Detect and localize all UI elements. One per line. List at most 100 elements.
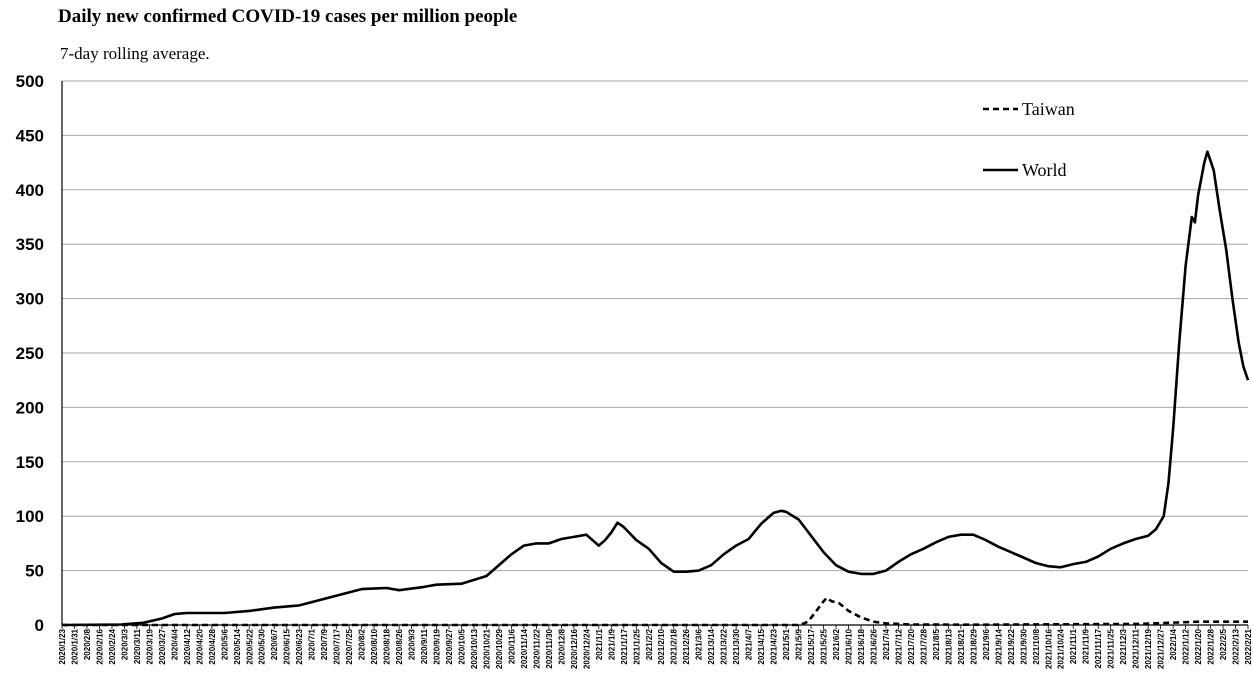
y-tick-label: 250 (16, 344, 44, 363)
x-tick-label: 2021/2/2 (645, 628, 654, 660)
x-tick-label: 2021/3/6 (695, 628, 704, 660)
x-tick-label: 2021/9/30 (1019, 628, 1028, 664)
x-tick-label: 2021/3/14 (707, 628, 716, 664)
x-tick-label: 2020/3/11 (133, 628, 142, 664)
x-axis: 2020/1/23 2020/1/31 2020/2/8 2020/2/16 2020/… (58, 624, 1253, 669)
x-tick-label: 2020/4/28 (208, 628, 217, 664)
y-tick-label: 400 (16, 181, 44, 200)
series-line-taiwan (62, 596, 1248, 627)
x-tick-label: 2020/5/6 (220, 628, 229, 660)
x-tick-label: 2020/12/24 (582, 628, 591, 669)
legend: Taiwan World (983, 99, 1075, 180)
x-tick-label: 2021/8/21 (957, 628, 966, 664)
x-tick-label: 2022/1/20 (1194, 628, 1203, 664)
x-tick-label: 2021/9/6 (982, 628, 991, 660)
x-tick-label: 2021/8/13 (944, 628, 953, 664)
y-tick-label: 50 (25, 562, 44, 581)
x-tick-label: 2020/9/19 (433, 628, 442, 664)
x-tick-label: 2021/8/29 (969, 628, 978, 664)
x-tick-label: 2020/7/9 (320, 628, 329, 660)
x-tick-label: 2020/9/27 (445, 628, 454, 664)
x-tick-label: 2020/3/19 (145, 628, 154, 664)
x-tick-label: 2020/1/23 (58, 628, 67, 664)
x-tick-label: 2021/3/30 (732, 628, 741, 664)
x-tick-label: 2020/11/22 (532, 628, 541, 668)
x-tick-label: 2021/10/16 (1044, 628, 1053, 669)
x-tick-label: 2022/2/21 (1244, 628, 1253, 664)
x-tick-label: 2022/1/28 (1207, 628, 1216, 664)
x-tick-label: 2021/1/25 (632, 628, 641, 664)
x-tick-label: 2021/10/24 (1057, 628, 1066, 669)
x-tick-label: 2020/8/10 (370, 628, 379, 664)
x-tick-label: 2021/2/10 (657, 628, 666, 664)
x-tick-label: 2021/6/26 (869, 628, 878, 664)
x-tick-label: 2020/3/3 (120, 628, 129, 660)
x-tick-label: 2021/11/1 (1069, 628, 1078, 664)
x-tick-label: 2022/2/5 (1219, 628, 1228, 660)
x-tick-label: 2020/6/15 (283, 628, 292, 664)
y-tick-label: 150 (16, 453, 44, 472)
x-tick-label: 2021/12/3 (1119, 628, 1128, 664)
x-tick-label: 2021/5/9 (795, 628, 804, 660)
x-tick-label: 2021/11/9 (1082, 628, 1091, 664)
legend-label-world: World (1022, 160, 1067, 180)
x-tick-label: 2020/11/30 (545, 628, 554, 668)
x-tick-label: 2021/5/1 (782, 628, 791, 660)
x-tick-label: 2020/2/16 (95, 628, 104, 664)
y-tick-label: 100 (16, 507, 44, 526)
legend-label-taiwan: Taiwan (1022, 99, 1075, 119)
x-tick-label: 2020/10/5 (457, 628, 466, 664)
y-tick-label: 450 (16, 126, 44, 145)
x-tick-label: 2021/9/22 (1007, 628, 1016, 664)
x-tick-label: 2020/2/24 (108, 628, 117, 664)
x-tick-label: 2020/1/31 (70, 628, 79, 664)
x-tick-label: 2021/9/14 (994, 628, 1003, 664)
x-tick-label: 2020/12/8 (557, 628, 566, 664)
x-tick-label: 2020/7/17 (333, 628, 342, 664)
x-tick-label: 2021/7/12 (894, 628, 903, 664)
x-tick-label: 2021/7/28 (919, 628, 928, 664)
x-tick-label: 2021/7/20 (907, 628, 916, 664)
gridlines (62, 80, 1248, 572)
x-tick-label: 2021/4/23 (770, 628, 779, 664)
x-tick-label: 2020/5/22 (245, 628, 254, 664)
plot-series (61, 150, 1250, 627)
x-tick-label: 2021/5/25 (820, 628, 829, 664)
y-tick-label: 200 (16, 398, 44, 417)
y-tick-label: 300 (16, 290, 44, 309)
x-tick-label: 2020/10/29 (495, 628, 504, 669)
x-tick-label: 2022/1/12 (1182, 628, 1191, 664)
x-tick-label: 2021/11/25 (1107, 628, 1116, 668)
x-tick-label: 2021/6/18 (857, 628, 866, 664)
y-axis: 0 50 100 150 200 250 300 350 400 450 500 (16, 72, 63, 635)
x-tick-label: 2021/4/15 (757, 628, 766, 664)
x-tick-label: 2021/2/26 (682, 628, 691, 664)
x-tick-label: 2020/10/21 (482, 628, 491, 669)
x-tick-label: 2020/11/6 (507, 628, 516, 664)
x-tick-label: 2021/7/4 (882, 628, 891, 660)
x-tick-label: 2020/8/18 (383, 628, 392, 664)
x-tick-label: 2020/8/26 (395, 628, 404, 664)
series-line-world (61, 150, 1250, 627)
x-tick-label: 2021/12/19 (1144, 628, 1153, 669)
x-tick-label: 2021/1/17 (620, 628, 629, 664)
chart-title: Daily new confirmed COVID-19 cases per m… (58, 6, 518, 27)
x-tick-label: 2022/1/4 (1169, 628, 1178, 660)
y-tick-label: 0 (35, 616, 44, 635)
x-tick-label: 2021/6/10 (845, 628, 854, 664)
x-tick-label: 2020/2/8 (83, 628, 92, 660)
chart-subtitle: 7-day rolling average. (60, 44, 210, 63)
x-tick-label: 2021/10/8 (1032, 628, 1041, 664)
x-tick-label: 2020/6/7 (270, 628, 279, 660)
y-tick-label: 500 (16, 72, 44, 91)
x-tick-label: 2021/8/5 (932, 628, 941, 660)
x-tick-label: 2021/11/17 (1094, 628, 1103, 668)
x-tick-label: 2020/3/27 (158, 628, 167, 664)
x-tick-label: 2021/12/11 (1132, 628, 1141, 668)
x-tick-label: 2021/6/2 (832, 628, 841, 660)
x-tick-label: 2021/1/9 (607, 628, 616, 660)
x-tick-label: 2021/4/7 (745, 628, 754, 660)
x-tick-label: 2020/5/30 (258, 628, 267, 664)
x-tick-label: 2021/3/22 (720, 628, 729, 664)
